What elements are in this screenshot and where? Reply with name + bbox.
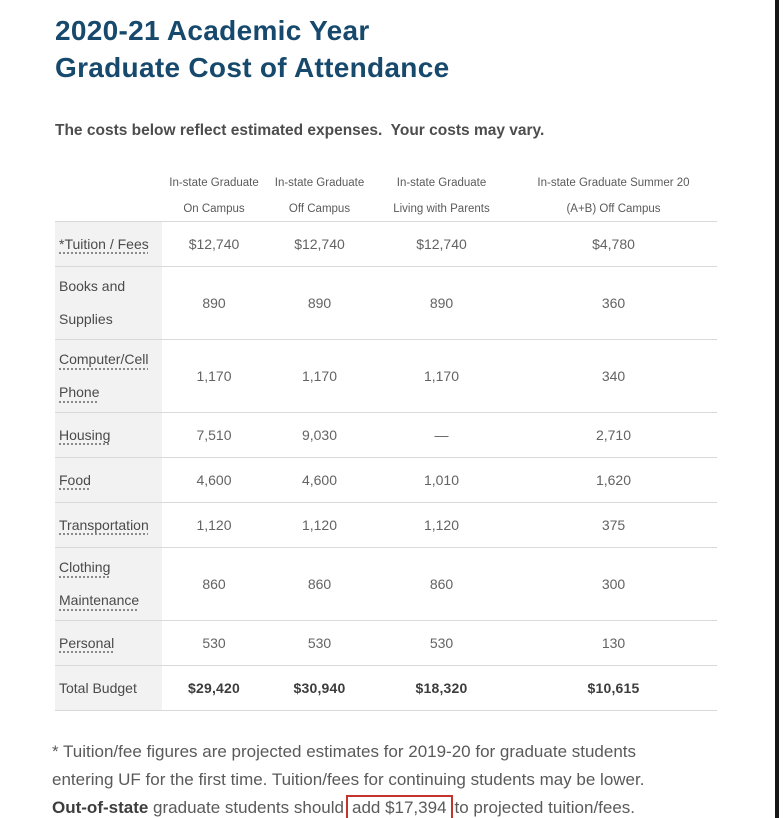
cell-value: — xyxy=(434,427,449,443)
table-row-clothing-maintenance: Clothing Maintenance 860 860 860 300 xyxy=(55,547,717,620)
footnote-text: graduate students should xyxy=(148,798,344,817)
cell-value: 4,600 xyxy=(196,472,232,488)
row-label-text: Books and Supplies xyxy=(59,278,126,327)
header-cell-summer-off-campus: In-state Graduate Summer 20 (A+B) Off Ca… xyxy=(510,170,717,221)
footnote-bold-text: Out-of-state xyxy=(52,798,149,817)
footnote: * Tuition/fee figures are projected esti… xyxy=(52,738,717,818)
header-text: In-state Graduate xyxy=(169,176,259,189)
table-row-transportation: Transportation 1,120 1,120 1,120 375 xyxy=(55,502,717,547)
row-label-text: *Tuition / Fees xyxy=(59,235,149,252)
table-row-food: Food 4,600 4,600 1,010 1,620 xyxy=(55,457,717,502)
row-label-cell: *Tuition / Fees xyxy=(55,222,162,266)
cell-value: 890 xyxy=(202,295,226,311)
cell-value: 4,600 xyxy=(301,472,338,488)
header-cell-empty xyxy=(55,170,162,221)
header-text: Off Campus xyxy=(288,202,351,215)
row-label-cell: Housing xyxy=(55,413,162,457)
cell-value: 1,170 xyxy=(196,368,232,384)
row-label-cell: Personal xyxy=(55,621,162,665)
cell-value: 1,120 xyxy=(196,517,232,533)
cell-value: $10,615 xyxy=(587,680,640,696)
header-text: (A+B) Off Campus xyxy=(566,202,661,215)
cell-value: 340 xyxy=(601,368,626,384)
cell-value: 890 xyxy=(429,295,454,311)
footnote-text: to projected tuition/fees. xyxy=(454,798,636,817)
cell-value: 1,120 xyxy=(423,517,460,533)
cell-value: 1,170 xyxy=(423,368,460,384)
page-title-line-1: 2020-21 Academic Year xyxy=(55,15,370,46)
cell-value: 7,510 xyxy=(196,427,232,443)
cell-value: 530 xyxy=(202,635,226,651)
cell-value: $12,740 xyxy=(188,236,240,252)
header-text: Living with Parents xyxy=(393,202,490,215)
row-label-cell: Computer/Cell Phone xyxy=(55,340,162,412)
cost-table: In-state Graduate On Campus In-state Gra… xyxy=(55,170,717,711)
cell-value: 9,030 xyxy=(301,427,338,443)
table-header-row: In-state Graduate On Campus In-state Gra… xyxy=(55,170,717,221)
row-label-text: Food xyxy=(59,471,91,488)
cell-value: 1,120 xyxy=(301,517,338,533)
row-label-cell: Total Budget xyxy=(55,666,162,710)
cell-value: $18,320 xyxy=(415,680,468,696)
cell-value: 1,170 xyxy=(301,368,338,384)
table-row-books-supplies: Books and Supplies 890 890 890 360 xyxy=(55,266,717,339)
page-title: 2020-21 Academic Year Graduate Cost of A… xyxy=(55,12,717,86)
cell-value: 860 xyxy=(307,576,332,592)
cell-value: 300 xyxy=(601,576,626,592)
cell-value: 1,620 xyxy=(595,472,632,488)
cell-value: 530 xyxy=(429,635,454,651)
header-cell-off-campus: In-state Graduate Off Campus xyxy=(266,170,373,221)
row-label-cell: Clothing Maintenance xyxy=(55,548,162,620)
cell-value: 860 xyxy=(202,576,226,592)
table-row-tuition-fees: *Tuition / Fees $12,740 $12,740 $12,740 … xyxy=(55,221,717,266)
footnote-line-2: entering UF for the first time. Tuition/… xyxy=(52,770,645,789)
row-label-cell: Transportation xyxy=(55,503,162,547)
header-text: In-state Graduate xyxy=(274,176,365,189)
row-label-cell: Books and Supplies xyxy=(55,267,162,339)
row-label-text: Transportation xyxy=(59,516,149,533)
cell-value: $4,780 xyxy=(592,236,635,252)
row-label-cell: Food xyxy=(55,458,162,502)
cell-value: 1,010 xyxy=(423,472,460,488)
header-cell-on-campus: In-state Graduate On Campus xyxy=(162,170,266,221)
cell-value: 130 xyxy=(601,635,626,651)
cell-value: 860 xyxy=(429,576,454,592)
header-cell-living-with-parents: In-state Graduate Living with Parents xyxy=(373,170,510,221)
row-label-text: Computer/Cell Phone xyxy=(59,351,149,400)
cell-value: $12,740 xyxy=(416,236,467,252)
screenshot-right-border xyxy=(775,0,779,818)
cell-value: 2,710 xyxy=(595,427,632,443)
page-subtitle: The costs below reflect estimated expens… xyxy=(55,122,545,139)
cell-value: $12,740 xyxy=(294,236,345,252)
footnote-line-3: Out-of-state graduate students should add… xyxy=(52,794,717,818)
table-row-personal: Personal 530 530 530 130 xyxy=(55,620,717,665)
footnote-line-1: * Tuition/fee figures are projected esti… xyxy=(52,742,637,761)
row-label-text: Personal xyxy=(59,634,115,651)
cell-value: $29,420 xyxy=(187,680,240,696)
row-label-text: Total Budget xyxy=(59,679,137,696)
row-label-text: Housing xyxy=(59,426,111,443)
cell-value: $30,940 xyxy=(293,680,346,696)
header-text: On Campus xyxy=(183,202,245,215)
page-title-line-2: Graduate Cost of Attendance xyxy=(55,52,450,83)
table-row-computer-cell-phone: Computer/Cell Phone 1,170 1,170 1,170 34… xyxy=(55,339,717,412)
table-row-total-budget: Total Budget $29,420 $30,940 $18,320 $10… xyxy=(55,665,717,711)
header-text: In-state Graduate xyxy=(396,176,487,189)
cell-value: 890 xyxy=(307,295,332,311)
table-row-housing: Housing 7,510 9,030 — 2,710 xyxy=(55,412,717,457)
red-highlight-box: add $17,394 xyxy=(345,795,453,818)
content-area: 2020-21 Academic Year Graduate Cost of A… xyxy=(52,12,717,818)
header-text: In-state Graduate Summer 20 xyxy=(537,176,690,189)
cell-value: 360 xyxy=(601,295,626,311)
cell-value: 375 xyxy=(601,517,626,533)
row-label-text: Clothing Maintenance xyxy=(59,559,140,608)
cell-value: 530 xyxy=(307,635,332,651)
